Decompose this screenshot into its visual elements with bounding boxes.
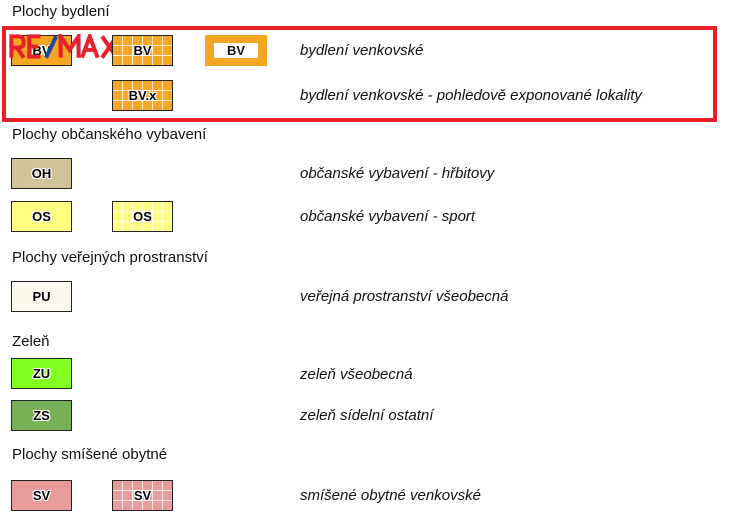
legend-desc: občanské vybavení - hřbitovy xyxy=(300,165,495,182)
legend-desc: zeleň sídelní ostatní xyxy=(300,407,434,424)
legend-swatch-bv-hatched: BV xyxy=(112,35,173,66)
legend-desc: veřejná prostranství všeobecná xyxy=(300,288,509,305)
heading-zelen: Zeleň xyxy=(12,333,50,350)
swatch-label: BV xyxy=(214,43,258,58)
highlight-frame xyxy=(2,26,717,122)
legend-swatch-os: OS xyxy=(11,201,72,232)
legend-desc: občanské vybavení - sport xyxy=(300,208,476,225)
heading-bydleni: Plochy bydlení xyxy=(12,3,110,20)
legend-swatch-bvx: BV.x xyxy=(112,80,173,111)
legend-desc: smíšené obytné venkovské xyxy=(300,487,481,504)
legend-swatch-sv-hatched: SV xyxy=(112,480,173,511)
legend-swatch-zu: ZU xyxy=(11,358,72,389)
legend-swatch-zs: ZS xyxy=(11,400,72,431)
legend-swatch-os-hatched: OS xyxy=(112,201,173,232)
heading-obcanske: Plochy občanského vybavení xyxy=(12,126,207,143)
legend-desc: bydlení venkovské - pohledově exponované… xyxy=(300,87,642,104)
remax-watermark-logo xyxy=(9,34,119,59)
legend-desc: zeleň všeobecná xyxy=(300,366,413,383)
legend-swatch-bv-outline: BV xyxy=(205,35,267,66)
legend-desc: bydlení venkovské xyxy=(300,42,424,59)
heading-verejna: Plochy veřejných prostranství xyxy=(12,249,208,266)
heading-smisene: Plochy smíšené obytné xyxy=(12,446,168,463)
legend-swatch-pu: PU xyxy=(11,281,72,312)
legend-swatch-oh: OH xyxy=(11,158,72,189)
legend-swatch-sv: SV xyxy=(11,480,72,511)
